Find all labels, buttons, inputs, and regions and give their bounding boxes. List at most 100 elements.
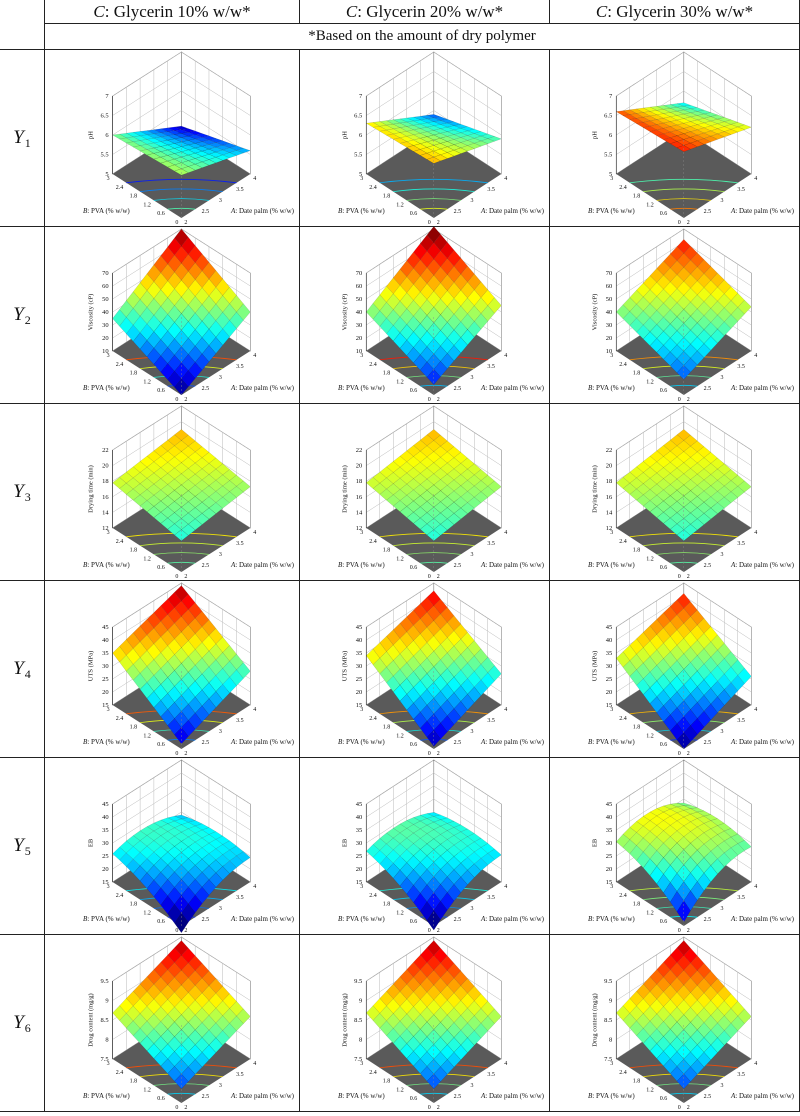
z-tick-label: 40 [606,309,613,316]
surface-plot: 7.5 8 8.5 9 9.5 Drug content (mg/g) 2 2.5 3 3.5 4 0… [338,936,545,1111]
b-tick-label: 0.6 [660,742,668,748]
z-tick-label: 20 [356,463,363,470]
a-tick-label: 3.5 [487,1072,495,1078]
z-axis-ticks: 12 14 16 18 20 22 [102,447,109,532]
plot-frame [112,627,251,749]
b-tick-label: 2.4 [369,1070,377,1076]
z-tick-label: 5.5 [100,152,108,159]
z-tick-label: 12 [606,525,613,532]
b-tick-label: 3 [610,176,613,182]
b-tick-label: 3 [107,530,110,536]
z-axis-label: Drying time (min) [88,465,95,513]
z-tick-label: 20 [102,689,109,696]
z-tick-label: 20 [356,335,363,342]
b-tick-label: 1.2 [646,1087,654,1093]
a-tick-label: 3 [471,198,474,204]
b-tick-label: 3 [360,530,363,536]
z-tick-label: 35 [606,827,613,834]
surface-plot-cell: 15 20 25 30 35 40 45 EB 2 2.5 3 3.5 4 0 0.6 1.2 1.8 2.4 3 A… [45,758,300,935]
b-tick-label: 0.6 [660,211,668,217]
z-tick-label: 6 [105,132,109,139]
a-tick-label: 2.5 [704,563,712,569]
b-tick-label: 3 [107,353,110,359]
b-tick-label: 1.2 [646,910,654,916]
b-tick-label: 1.8 [130,371,138,377]
a-tick-label: 3 [219,906,222,912]
a-tick-label: 2 [184,1105,187,1111]
surface-plot-cell: 5 5.5 6 6.5 7 pH 2 2.5 3 3.5 4 0 0.6 1.2 1.8 2.4 3 A: Dat… [45,50,300,227]
b-tick-label: 0 [428,928,431,934]
a-tick-label: 3 [721,375,724,381]
b-tick-label: 1.8 [130,1079,138,1085]
a-tick-label: 4 [504,1061,507,1067]
a-tick-label: 3 [471,552,474,558]
b-tick-label: 2.4 [369,539,377,545]
z-tick-label: 7 [359,93,363,100]
a-tick-label: 2 [184,928,187,934]
a-tick-label: 2 [437,574,440,580]
b-tick-label: 3 [360,884,363,890]
a-axis-title: A: Date palm (% w/w) [730,384,795,392]
surface-plot-cell: 15 20 25 30 35 40 45 UTS (MPa) 2 2.5 3 3.5 4 0 0.6 1.2 1… [550,581,800,758]
z-axis-label: Drying time (min) [591,465,598,513]
b-tick-label: 1.8 [130,902,138,908]
z-tick-label: 5 [609,171,612,178]
b-tick-label: 2.4 [619,1070,627,1076]
response-surface [366,812,502,931]
a-tick-label: 3.5 [487,718,495,724]
b-tick-label: 3 [610,353,613,359]
z-tick-label: 30 [606,840,613,847]
a-axis-title: A: Date palm (% w/w) [730,915,795,923]
z-tick-label: 45 [102,624,109,631]
a-tick-label: 2.5 [202,1094,210,1100]
a-tick-label: 3.5 [236,364,244,370]
z-tick-label: 30 [356,663,363,670]
a-axis-title: A: Date palm (% w/w) [730,1092,795,1100]
z-tick-label: 18 [356,478,363,485]
b-axis-title: B: PVA (% w/w) [588,207,635,215]
b-tick-label: 0.6 [157,565,165,571]
z-tick-label: 45 [356,624,363,631]
a-tick-label: 4 [504,707,507,713]
z-tick-label: 15 [356,879,363,886]
b-tick-label: 1.2 [143,556,151,562]
b-tick-label: 0 [175,220,178,226]
a-tick-label: 3.5 [487,187,495,193]
a-tick-label: 4 [253,176,256,182]
a-tick-label: 4 [754,530,757,536]
b-axis-title: B: PVA (% w/w) [83,738,130,746]
z-tick-label: 7.5 [100,1056,108,1063]
b-tick-label: 1.8 [633,725,641,731]
b-tick-label: 2.4 [369,185,377,191]
b-tick-label: 0 [678,220,681,226]
b-axis-title: B: PVA (% w/w) [588,915,635,923]
b-tick-label: 1.8 [633,194,641,200]
a-tick-label: 2.5 [454,386,462,392]
z-tick-label: 35 [356,650,363,657]
a-axis-title: A: Date palm (% w/w) [230,207,295,215]
b-tick-label: 0.6 [410,388,418,394]
b-tick-label: 0 [678,928,681,934]
header-note: *Based on the amount of dry polymer [45,24,800,50]
a-axis-title: A: Date palm (% w/w) [230,1092,295,1100]
a-tick-label: 4 [253,707,256,713]
surface-plot-cell: 5 5.5 6 6.5 7 pH 2 2.5 3 3.5 4 0 0.6 1.2 1.8 2.4 3 A: Dat… [300,50,550,227]
a-tick-label: 2 [687,397,690,403]
z-tick-label: 22 [102,447,109,454]
a-tick-label: 2 [184,397,187,403]
z-tick-label: 9.5 [354,978,362,985]
b-tick-label: 0.6 [410,211,418,217]
z-tick-label: 16 [102,494,109,501]
surface-plot-cell: 15 20 25 30 35 40 45 UTS (MPa) 2 2.5 3 3.5 4 0 0.6 1.2 1… [300,581,550,758]
a-tick-label: 2.5 [202,563,210,569]
z-tick-label: 45 [606,801,613,808]
b-tick-label: 2.4 [116,539,124,545]
a-tick-label: 3.5 [236,895,244,901]
a-tick-label: 2 [687,928,690,934]
z-tick-label: 14 [102,509,109,516]
a-tick-label: 3 [219,1083,222,1089]
z-axis-label: Viscosity (cP) [341,294,348,331]
z-tick-label: 30 [606,663,613,670]
b-tick-label: 3 [360,1061,363,1067]
